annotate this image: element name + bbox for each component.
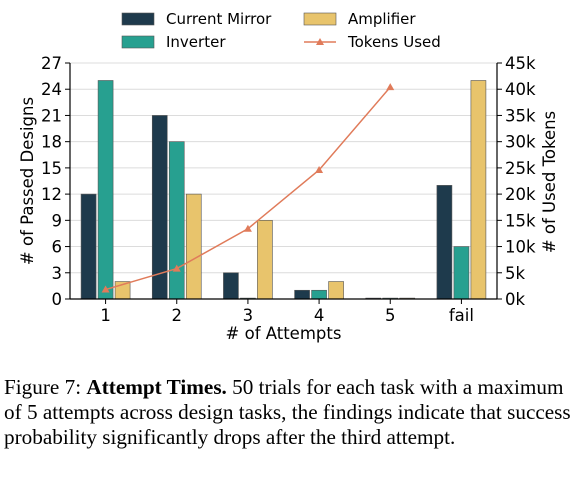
y-right-tick-label: 5k [505,264,525,283]
y-right-tick-label: 35k [505,106,536,125]
bar-current-mirror [437,185,452,299]
legend-label: Tokens Used [347,33,441,51]
bar-amplifier [257,220,272,299]
y-right-tick-label: 10k [505,238,536,257]
bar-amplifier [471,80,486,299]
caption-title: Attempt Times. [86,375,226,399]
legend-swatch [122,13,154,25]
x-tick-label: 2 [172,306,183,325]
y-left-tick-label: 12 [41,185,62,204]
y-left-tick-label: 18 [41,133,62,152]
y-left-tick-label: 3 [52,264,63,283]
legend-label: Inverter [166,33,226,51]
y-left-tick-label: 15 [41,159,62,178]
bar-line-chart: 03691215182124270k5k10k15k20k25k30k35k40… [0,0,582,365]
y-left-tick-label: 21 [41,106,62,125]
caption-label: Figure 7: [4,375,81,399]
x-tick-label: 3 [243,306,254,325]
y-right-tick-label: 40k [505,80,536,99]
y-left-axis-label: # of Passed Designs [18,97,37,265]
y-right-tick-label: 15k [505,211,536,230]
bar-inverter [454,247,469,299]
x-tick-label: 1 [100,306,111,325]
x-tick-label: 4 [314,306,325,325]
y-right-tick-label: 0k [505,290,525,309]
bar-inverter [169,142,184,299]
y-right-tick-label: 30k [505,133,536,152]
bar-current-mirror [81,194,96,299]
bar-inverter [98,80,113,299]
y-right-axis-label: # of Used Tokens [540,111,559,253]
y-left-tick-label: 6 [52,238,63,257]
bar-amplifier [186,194,201,299]
legend-label: Amplifier [348,10,416,28]
legend-swatch [122,36,154,48]
tokens-line-marker [386,83,394,90]
bar-amplifier [329,282,344,299]
y-right-tick-label: 20k [505,185,536,204]
legend-swatch [304,13,336,25]
y-left-tick-label: 24 [41,80,62,99]
x-axis-label: # of Attempts [226,324,342,343]
y-right-tick-label: 45k [505,54,536,73]
legend-label: Current Mirror [166,10,272,28]
y-left-tick-label: 9 [52,211,63,230]
bar-inverter [312,290,327,299]
y-left-tick-label: 27 [41,54,62,73]
y-left-tick-label: 0 [52,290,63,309]
y-right-tick-label: 25k [505,159,536,178]
bar-current-mirror [295,290,310,299]
bar-current-mirror [223,273,238,299]
figure-caption: Figure 7: Attempt Times. 50 trials for e… [4,375,578,450]
tokens-line [106,87,391,289]
x-tick-label: 5 [385,306,396,325]
x-tick-label: fail [449,306,474,325]
